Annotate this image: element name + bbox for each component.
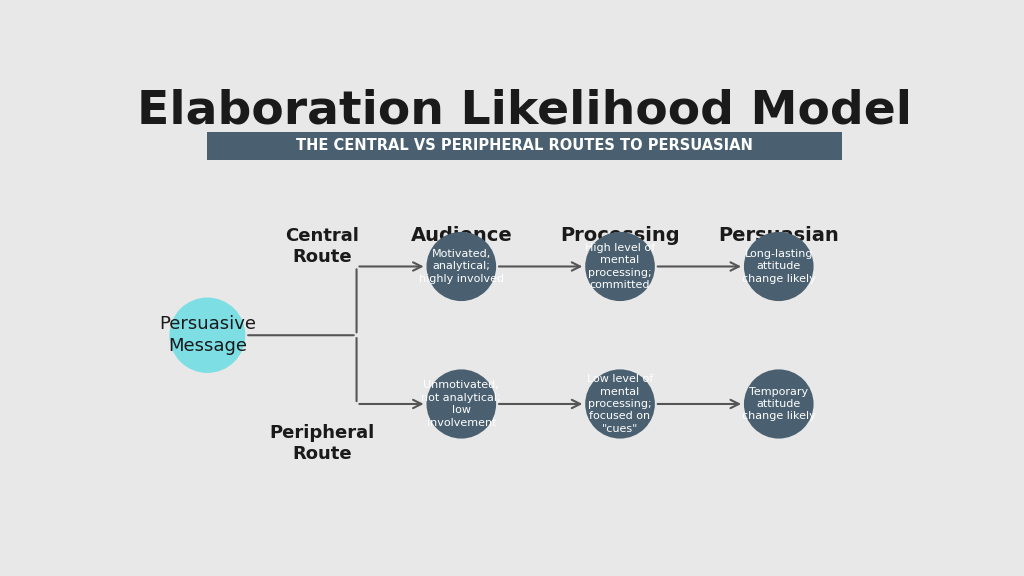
- Ellipse shape: [743, 232, 814, 301]
- Text: Elaboration Likelihood Model: Elaboration Likelihood Model: [137, 89, 912, 134]
- Text: Audience: Audience: [411, 226, 512, 245]
- Text: Motivated,
analytical;
highly involved: Motivated, analytical; highly involved: [419, 249, 504, 284]
- Text: High level of
mental
processing;
committed: High level of mental processing; committ…: [585, 243, 655, 290]
- Text: Processing: Processing: [560, 226, 680, 245]
- Ellipse shape: [585, 369, 655, 438]
- Text: Central
Route: Central Route: [286, 227, 359, 266]
- Ellipse shape: [585, 232, 655, 301]
- Text: Persuasive
Message: Persuasive Message: [159, 315, 256, 355]
- Ellipse shape: [169, 298, 246, 373]
- Text: Long-lasting
attitude
change likely: Long-lasting attitude change likely: [741, 249, 816, 284]
- Text: THE CENTRAL VS PERIPHERAL ROUTES TO PERSUASIAN: THE CENTRAL VS PERIPHERAL ROUTES TO PERS…: [296, 138, 754, 153]
- Text: Temporary
attitude
change likely: Temporary attitude change likely: [741, 386, 816, 422]
- Text: Peripheral
Route: Peripheral Route: [269, 425, 375, 463]
- Ellipse shape: [426, 232, 497, 301]
- Text: Unmotivated,
not analytical;
low
involvement: Unmotivated, not analytical; low involve…: [422, 380, 501, 427]
- FancyBboxPatch shape: [207, 132, 842, 160]
- Text: Low level of
mental
processing;
focused on
"cues": Low level of mental processing; focused …: [587, 374, 653, 434]
- Ellipse shape: [743, 369, 814, 438]
- Ellipse shape: [426, 369, 497, 438]
- Text: Persuasian: Persuasian: [719, 226, 839, 245]
